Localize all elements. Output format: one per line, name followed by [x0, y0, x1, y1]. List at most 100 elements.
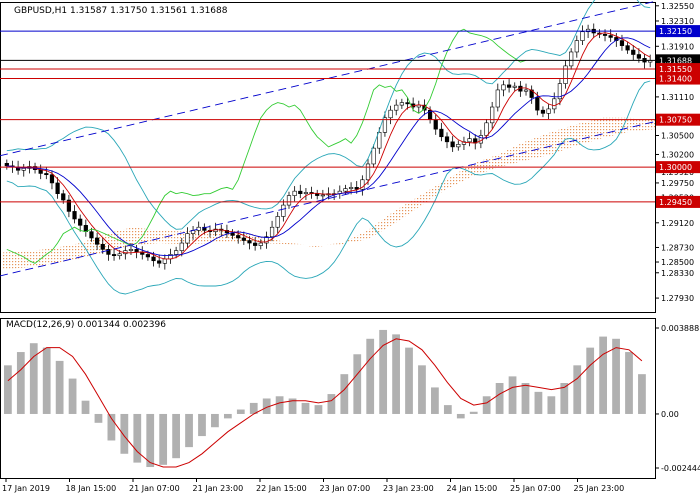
macd-histogram-bar	[301, 402, 310, 414]
macd-histogram-bar	[599, 336, 608, 414]
price-level-tag	[656, 195, 700, 208]
candle-body	[439, 128, 444, 138]
candle-body	[134, 249, 139, 253]
candle-body	[44, 173, 49, 176]
candle-body	[450, 141, 455, 148]
candle-body	[157, 260, 162, 264]
candle-body	[72, 211, 77, 220]
candle-body	[563, 65, 568, 84]
candle-body	[574, 40, 579, 53]
candle-body	[151, 256, 156, 262]
candle-body	[484, 122, 489, 136]
price-level-label: 1.31550	[659, 65, 692, 74]
candle-body	[128, 249, 134, 251]
price-tick-label: 1.30500	[661, 131, 694, 140]
candle-body	[174, 250, 179, 255]
lagging-span	[6, 28, 527, 264]
macd-tick-label: 0.003888	[661, 324, 699, 333]
candle-body	[377, 132, 382, 149]
candle-body	[162, 258, 167, 264]
candle-body	[258, 242, 263, 246]
moving-average-slow	[6, 37, 651, 257]
price-tick-label: 1.32310	[661, 17, 694, 26]
macd-histogram-bar	[521, 383, 530, 414]
price-tick-label: 1.28330	[661, 269, 694, 278]
macd-histogram-bar	[418, 365, 426, 414]
candle-body	[354, 187, 359, 190]
macd-tick-label: -0.002444	[661, 464, 700, 473]
candle-body	[247, 240, 252, 244]
candle-body	[100, 244, 105, 250]
candle-body	[253, 242, 258, 246]
candle-body	[241, 237, 246, 241]
price-pane[interactable]: 1.32550 1.32310 1.31910 1.31110 1.30500 1.302…	[0, 0, 700, 313]
candle-body	[388, 109, 393, 119]
candle-body	[275, 216, 280, 228]
macd-histogram-bar	[392, 334, 400, 414]
price-tick-label: 1.29120	[661, 219, 694, 228]
macd-histogram-bar	[288, 398, 297, 414]
candle-body	[456, 144, 461, 148]
candle-body	[371, 147, 376, 165]
time-tick-label: 25 Jan 23:00	[574, 484, 625, 493]
macd-histogram-bar	[133, 413, 142, 463]
candle-body	[546, 108, 551, 114]
macd-histogram-bar	[42, 347, 51, 414]
price-level-tag	[656, 113, 700, 126]
macd-histogram-bar	[508, 376, 517, 414]
channel-upper	[0, 0, 656, 157]
macd-histogram-bar	[612, 338, 620, 414]
candle-body	[61, 193, 66, 201]
candle-body	[619, 40, 625, 46]
macd-histogram-bar	[159, 413, 168, 465]
candle-body	[281, 204, 286, 217]
price-tick-label: 1.32550	[661, 2, 694, 11]
macd-histogram-bar	[94, 413, 103, 423]
macd-histogram-bar	[107, 413, 116, 441]
macd-title: MACD(12,26,9) 0.001344 0.002396	[6, 320, 166, 330]
price-level-label: 1.31688	[659, 56, 692, 65]
macd-histogram-bar	[586, 347, 595, 414]
macd-histogram-bar	[353, 354, 362, 414]
candle-body	[315, 193, 320, 196]
candle-body	[185, 233, 190, 244]
macd-histogram-bar	[4, 365, 12, 414]
macd-histogram-bar	[405, 347, 413, 414]
macd-histogram-bar	[340, 374, 349, 414]
macd-histogram-bar	[469, 411, 478, 414]
candle-body	[490, 106, 495, 124]
price-level-tag	[656, 25, 700, 38]
macd-histogram-bar	[29, 343, 38, 414]
time-tick-label: 23 Jan 07:00	[320, 484, 371, 493]
macd-signal-line	[7, 338, 643, 468]
macd-histogram-bar	[120, 413, 129, 454]
macd-histogram-bar	[573, 365, 582, 414]
candle-body	[4, 163, 9, 167]
candle-body	[360, 179, 365, 190]
macd-histogram-bar	[456, 413, 465, 419]
candle-body	[145, 254, 151, 258]
price-level-tag	[656, 161, 700, 174]
price-tick-label: 1.27930	[661, 294, 694, 303]
macd-pane[interactable]: 0.003888 0.00 -0.002444	[0, 318, 700, 479]
candle-body	[230, 232, 235, 236]
price-level-label: 1.32150	[659, 27, 692, 36]
candle-body	[269, 226, 275, 238]
ichimoku-cloud	[2, 117, 655, 270]
price-level-label: 1.30750	[659, 116, 692, 125]
macd-histogram-bar	[249, 402, 258, 414]
macd-histogram-bar	[327, 394, 336, 414]
candle-body	[569, 51, 574, 67]
candle-body	[585, 28, 591, 33]
macd-histogram-bar	[560, 383, 569, 414]
price-level-label: 1.29450	[659, 198, 692, 207]
candle-body	[117, 253, 122, 256]
candle-body	[365, 163, 371, 181]
candle-body	[523, 89, 529, 92]
candle-body	[580, 31, 585, 41]
macd-histogram-bar	[638, 374, 646, 414]
candle-body	[399, 102, 404, 106]
macd-histogram-bar	[534, 391, 543, 414]
candle-body	[49, 174, 55, 184]
